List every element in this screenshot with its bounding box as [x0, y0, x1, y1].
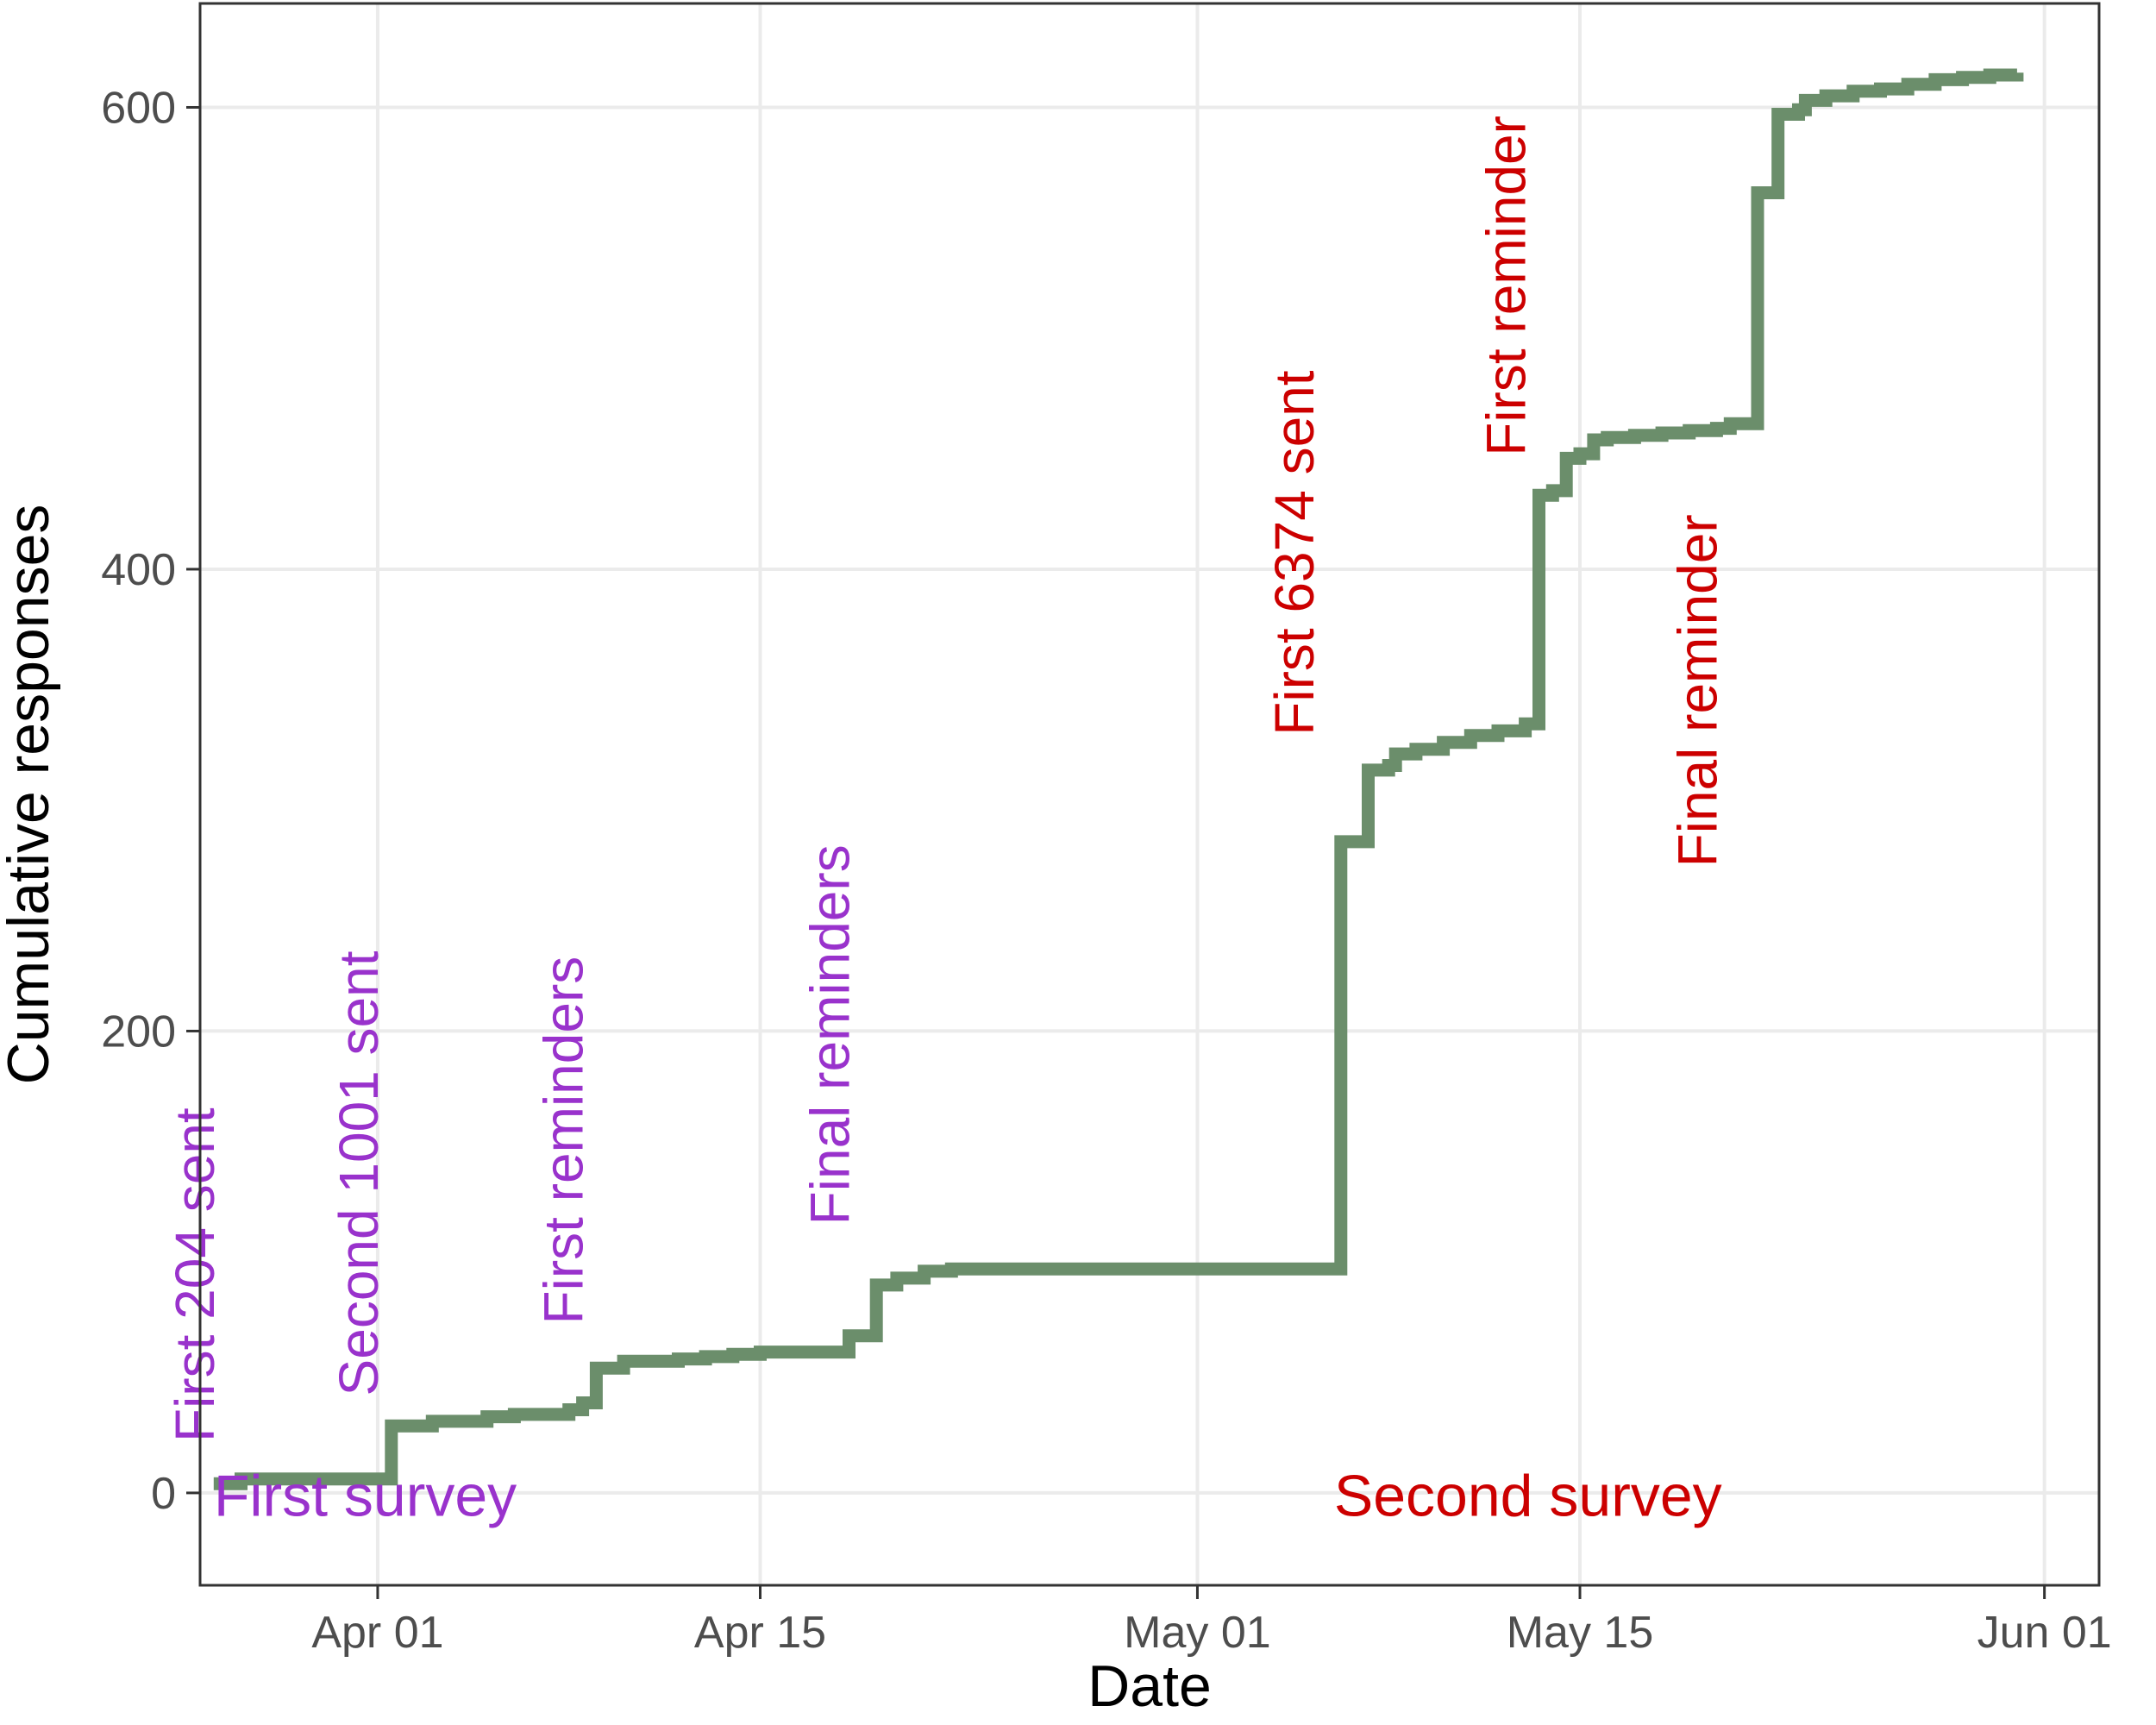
panel-border	[198, 2, 2101, 1587]
y-tick-label: 0	[151, 1469, 176, 1519]
x-axis-title: Date	[1087, 1653, 1212, 1719]
series-layer	[213, 68, 2024, 1490]
event-annotation: First 204 sent	[164, 1107, 226, 1442]
x-tick-label: Jun 01	[1977, 1608, 2112, 1658]
y-tick-label: 200	[101, 1007, 176, 1057]
y-axis: 0 200 400 600	[101, 83, 200, 1519]
event-annotation: First 6374 sent	[1263, 370, 1326, 736]
event-annotation: Final reminder	[1666, 514, 1728, 867]
series-line	[213, 68, 2024, 1490]
event-annotation: First reminders	[533, 957, 595, 1325]
annotation-layer: First 204 sent Second 1001 sent First remi…	[164, 116, 1729, 1529]
survey-label: First survey	[214, 1464, 517, 1529]
event-annotation: First reminder	[1476, 116, 1538, 456]
event-annotation: Second 1001 sent	[328, 950, 390, 1396]
x-tick-label: May 01	[1124, 1608, 1271, 1658]
x-tick-label: Apr 01	[311, 1608, 443, 1658]
survey-label: Second survey	[1334, 1464, 1722, 1529]
x-tick-label: May 15	[1507, 1608, 1654, 1658]
x-axis: Apr 01 Apr 15 May 01 May 15 Jun 01	[311, 1585, 2112, 1658]
y-tick-label: 400	[101, 545, 176, 595]
x-tick-label: Apr 15	[694, 1608, 826, 1658]
y-axis-title: Cumulative responses	[0, 505, 61, 1085]
y-tick-label: 600	[101, 83, 176, 133]
event-annotation: Final reminders	[799, 844, 861, 1225]
grid	[200, 3, 2099, 1585]
